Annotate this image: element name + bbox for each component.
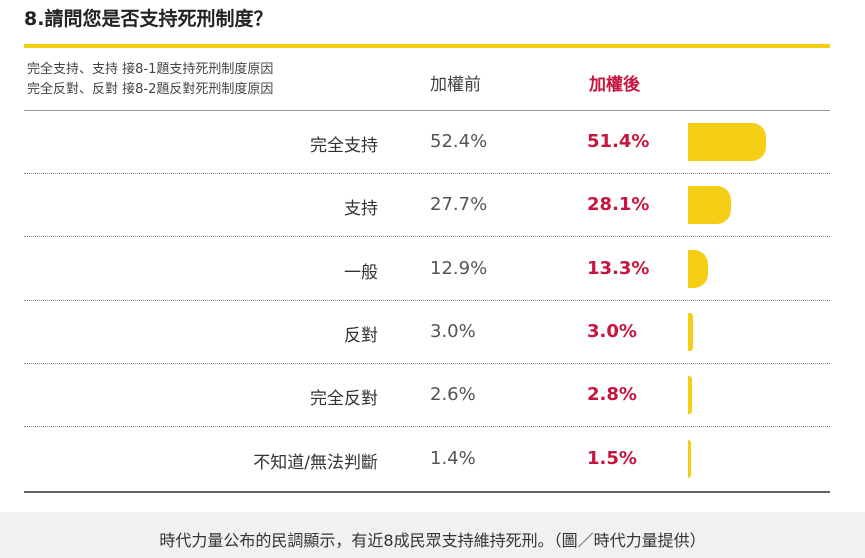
row-separator <box>24 236 830 238</box>
row-separator <box>24 362 830 364</box>
bar <box>688 249 709 288</box>
table-bottom-rule <box>24 491 830 493</box>
chart-title: 8.請問您是否支持死刑制度？ <box>24 8 273 30</box>
chart-row: 一般 12.9% 13.3% <box>24 238 830 301</box>
row-separator <box>24 299 830 301</box>
value-after: 51.4% <box>587 131 650 152</box>
category-label: 完全支持 <box>310 136 378 156</box>
column-header-after: 加權後 <box>589 75 640 95</box>
chart-row: 反對 3.0% 3.0% <box>24 301 830 364</box>
category-label: 支持 <box>344 199 378 220</box>
row-separator <box>24 426 830 428</box>
value-after: 1.5% <box>587 447 637 469</box>
caption-bar: 時代力量公布的民調顯示，有近8成民眾支持維持死刑。（圖／時代力量提供） <box>0 512 865 558</box>
header-rule <box>24 110 830 111</box>
chart-row: 不知道/無法判斷 1.4% 1.5% <box>24 428 830 491</box>
value-before: 3.0% <box>430 320 476 342</box>
value-after: 28.1% <box>587 194 650 216</box>
row-separator <box>24 173 830 174</box>
category-label: 完全反對 <box>310 389 378 410</box>
bar <box>688 439 691 478</box>
chart-row: 完全支持 52.4% 51.4% <box>24 111 830 174</box>
value-after: 2.8% <box>587 384 637 406</box>
value-before: 2.6% <box>430 384 476 406</box>
bar <box>688 123 766 161</box>
title-rule <box>24 44 830 48</box>
bar <box>688 376 693 415</box>
value-before: 12.9% <box>430 257 488 279</box>
chart-note: 完全支持、支持 接8-1題支持死刑制度原因 完全反對、反對 接8-2題反對死刑制… <box>27 60 273 100</box>
bar <box>688 312 693 351</box>
chart-row: 支持 27.7% 28.1% <box>24 174 830 238</box>
category-label: 不知道/無法判斷 <box>253 452 378 473</box>
value-after: 3.0% <box>587 320 637 342</box>
note-line-1: 完全支持、支持 接8-1題支持死刑制度原因 <box>27 62 274 77</box>
category-label: 反對 <box>344 325 378 346</box>
category-label: 一般 <box>344 262 378 283</box>
note-line-2: 完全反對、反對 接8-2題反對死刑制度原因 <box>27 82 274 97</box>
value-before: 27.7% <box>430 194 488 216</box>
photo-caption: 時代力量公布的民調顯示，有近8成民眾支持維持死刑。（圖／時代力量提供） <box>159 531 706 550</box>
value-before: 1.4% <box>430 447 476 469</box>
value-after: 13.3% <box>587 257 650 279</box>
value-before: 52.4% <box>430 131 488 152</box>
chart-row: 完全反對 2.6% 2.8% <box>24 364 830 428</box>
bar <box>688 186 731 225</box>
column-header-before: 加權前 <box>430 75 481 95</box>
